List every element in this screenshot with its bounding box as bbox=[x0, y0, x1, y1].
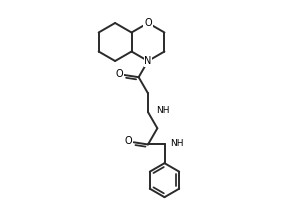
Text: O: O bbox=[125, 136, 133, 146]
Text: NH: NH bbox=[170, 139, 184, 148]
Text: O: O bbox=[116, 69, 123, 79]
Text: NH: NH bbox=[156, 106, 169, 115]
Text: O: O bbox=[144, 18, 152, 28]
Text: N: N bbox=[144, 56, 152, 66]
